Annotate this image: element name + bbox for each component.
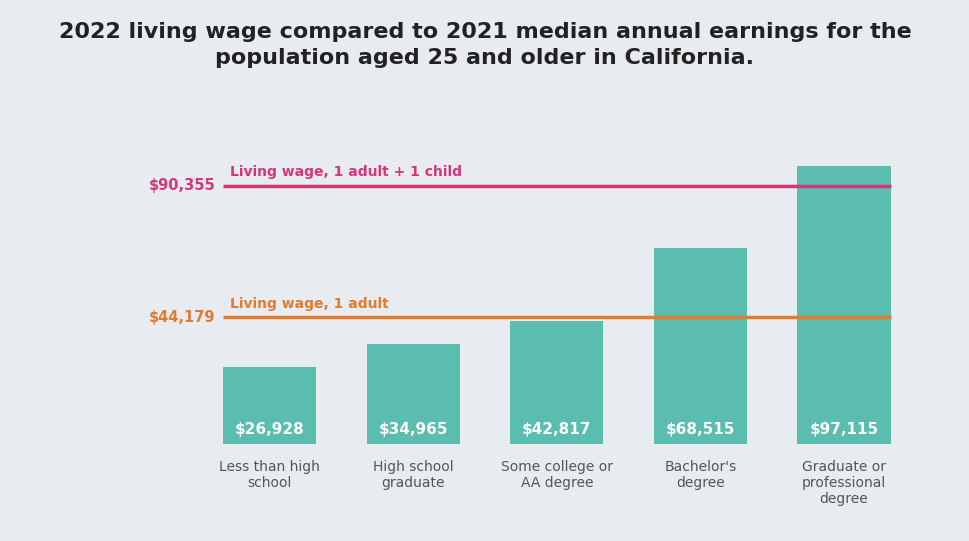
Text: $44,179: $44,179 xyxy=(149,310,216,325)
Text: $34,965: $34,965 xyxy=(378,423,448,437)
Bar xyxy=(366,344,459,444)
Text: $90,355: $90,355 xyxy=(149,178,216,193)
Bar xyxy=(510,321,603,444)
Text: Living wage, 1 adult + 1 child: Living wage, 1 adult + 1 child xyxy=(230,166,461,180)
Text: $68,515: $68,515 xyxy=(665,423,735,437)
Bar xyxy=(223,367,316,444)
Text: $26,928: $26,928 xyxy=(234,423,304,437)
Text: Living wage, 1 adult: Living wage, 1 adult xyxy=(230,297,389,311)
Text: $97,115: $97,115 xyxy=(808,423,878,437)
Text: $42,817: $42,817 xyxy=(521,423,591,437)
Bar xyxy=(653,248,746,444)
Bar xyxy=(797,166,890,444)
Text: 2022 living wage compared to 2021 median annual earnings for the
population aged: 2022 living wage compared to 2021 median… xyxy=(58,22,911,68)
